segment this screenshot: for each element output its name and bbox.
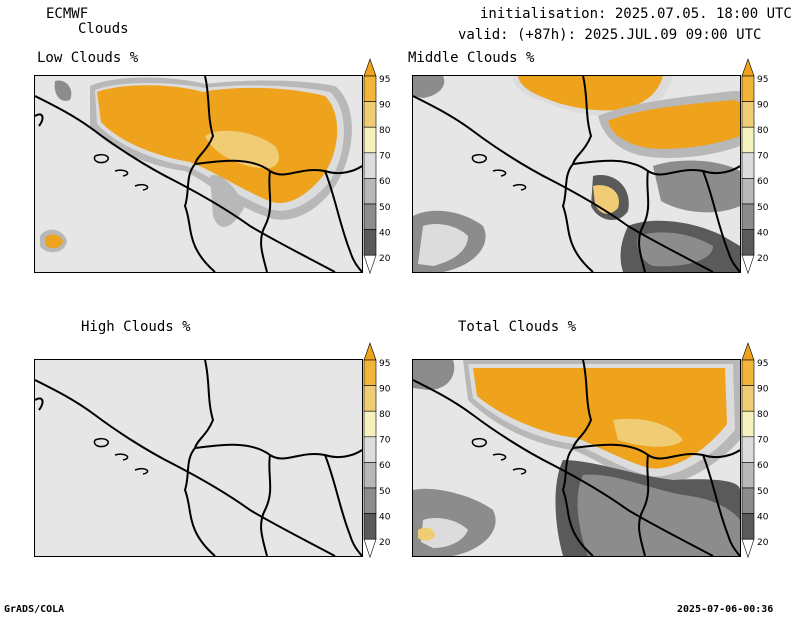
panel-title-high: High Clouds %: [81, 319, 191, 335]
colorbar-label: 50: [757, 203, 769, 213]
colorbar-label: 50: [757, 487, 769, 497]
colorbar-segment: [741, 229, 755, 256]
colorbar-top-triangle: [741, 58, 755, 77]
colorbar-label: 50: [379, 203, 391, 213]
colorbar-segment: [741, 359, 755, 386]
colorbar-bottom-triangle: [363, 254, 377, 275]
colorbar-label: 90: [757, 100, 769, 110]
map-middle-clouds: [412, 75, 741, 273]
colorbar-label: 20: [757, 254, 769, 264]
footer-timestamp: 2025-07-06-00:36: [677, 604, 774, 615]
colorbar-segment: [741, 385, 755, 412]
map-low-clouds: [34, 75, 363, 273]
colorbar-label: 20: [379, 254, 391, 264]
colorbar-segment: [741, 126, 755, 154]
colorbar-label: 40: [757, 512, 769, 522]
colorbar-label: 70: [757, 436, 769, 446]
colorbar-segment: [741, 75, 755, 102]
colorbar-label: 80: [757, 126, 769, 136]
header-init-time: initialisation: 2025.07.05. 18:00 UTC: [480, 6, 792, 22]
colorbar-label: 60: [757, 461, 769, 471]
colorbar-low: 95 90 80 70 60 50 40 20: [363, 58, 399, 279]
colorbar-total: 95 90 80 70 60 50 40 20: [741, 342, 777, 563]
colorbar-label: 90: [757, 384, 769, 394]
colorbar-segment: [741, 203, 755, 230]
colorbar-graphic: 95 90 80 70 60 50 40 20: [363, 342, 391, 559]
colorbar-bottom-triangle: [741, 254, 755, 275]
colorbar-label: 20: [379, 538, 391, 548]
colorbar-segment: [741, 436, 755, 463]
colorbar-middle: 95 90 80 70 60 50 40 20: [741, 58, 777, 279]
colorbar-segment: [363, 229, 377, 256]
colorbar-segment: [741, 178, 755, 205]
colorbar-segment: [363, 75, 377, 102]
colorbar-graphic: 95 90 80 70 60 50 40 20: [741, 342, 769, 559]
panel-title-middle: Middle Clouds %: [408, 50, 535, 66]
colorbar-segment: [363, 513, 377, 540]
colorbar-segment: [741, 487, 755, 514]
colorbar-segment: [741, 410, 755, 438]
colorbar-label: 70: [379, 436, 391, 446]
colorbar-segment: [363, 410, 377, 438]
colorbar-label: 80: [379, 410, 391, 420]
colorbar-label: 40: [757, 228, 769, 238]
colorbar-segment: [741, 152, 755, 179]
colorbar-label: 95: [379, 359, 390, 369]
colorbar-label: 90: [379, 384, 391, 394]
colorbar-label: 60: [757, 177, 769, 187]
colorbar-segment: [741, 101, 755, 128]
colorbar-high: 95 90 80 70 60 50 40 20: [363, 342, 399, 563]
colorbar-label: 90: [379, 100, 391, 110]
colorbar-label: 95: [757, 359, 768, 369]
header-valid-time: valid: (+87h): 2025.JUL.09 09:00 UTC: [458, 27, 762, 43]
footer-software: GrADS/COLA: [4, 604, 65, 615]
colorbar-segment: [363, 436, 377, 463]
colorbar-label: 50: [379, 487, 391, 497]
colorbar-label: 20: [757, 538, 769, 548]
panel-title-total: Total Clouds %: [458, 319, 577, 335]
header-org: ECMWF: [46, 6, 89, 22]
colorbar-segment: [363, 385, 377, 412]
colorbar-bottom-triangle: [741, 538, 755, 559]
colorbar-label: 40: [379, 512, 391, 522]
colorbar-label: 40: [379, 228, 391, 238]
colorbar-label: 80: [757, 410, 769, 420]
colorbar-segment: [741, 513, 755, 540]
colorbar-graphic: 95 90 80 70 60 50 40 20: [363, 58, 391, 275]
header-product: Clouds: [78, 21, 129, 37]
colorbar-segment: [741, 462, 755, 489]
colorbar-label: 80: [379, 126, 391, 136]
colorbar-segment: [363, 462, 377, 489]
colorbar-graphic: 95 90 80 70 60 50 40 20: [741, 58, 769, 275]
map-total-clouds: [412, 359, 741, 557]
colorbar-segment: [363, 101, 377, 128]
colorbar-label: 60: [379, 461, 391, 471]
colorbar-segment: [363, 487, 377, 514]
map-high-clouds: [34, 359, 363, 557]
colorbar-label: 95: [757, 75, 768, 85]
panel-title-low: Low Clouds %: [37, 50, 139, 66]
colorbar-label: 70: [757, 152, 769, 162]
colorbar-label: 60: [379, 177, 391, 187]
colorbar-label: 70: [379, 152, 391, 162]
colorbar-bottom-triangle: [363, 538, 377, 559]
colorbar-top-triangle: [363, 342, 377, 361]
colorbar-segment: [363, 178, 377, 205]
colorbar-label: 95: [379, 75, 390, 85]
colorbar-segment: [363, 359, 377, 386]
colorbar-top-triangle: [363, 58, 377, 77]
colorbar-segment: [363, 126, 377, 154]
colorbar-segment: [363, 203, 377, 230]
colorbar-top-triangle: [741, 342, 755, 361]
colorbar-segment: [363, 152, 377, 179]
